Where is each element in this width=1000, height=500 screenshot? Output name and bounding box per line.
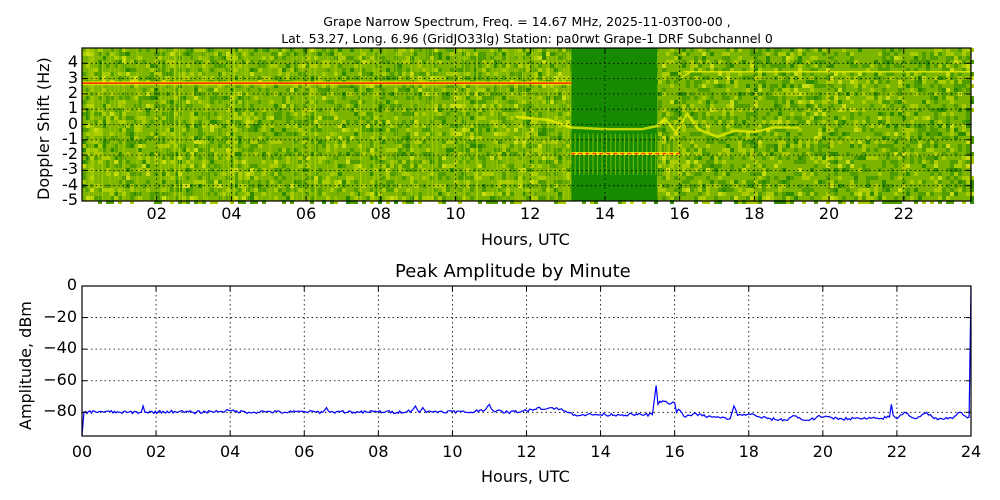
- spectrogram-y-tick: -2: [62, 144, 78, 164]
- spectrogram-panel: 4 3 2 1 0 -1 -2 -3 -4 -5 02 04 06 08 10 12 14 16 18 20 22 D…: [34, 47, 974, 249]
- amplitude-chart-title: Peak Amplitude by Minute: [395, 261, 631, 282]
- figure-title-line-2: Lat. 53.27, Long. 6.96 (GridJO33lg) Stat…: [281, 31, 773, 46]
- amplitude-y-tick: −60: [43, 369, 77, 389]
- figure-title-line-1: Grape Narrow Spectrum, Freq. = 14.67 MHz…: [323, 14, 731, 29]
- spectrogram-x-tick: 06: [295, 204, 317, 223]
- spectrogram-x-tick: 12: [520, 204, 541, 223]
- spectrogram-y-axis-label: Doppler Shift (Hz): [34, 57, 53, 200]
- spectrogram-x-tick: 10: [445, 204, 466, 223]
- spectrogram-x-tick: 08: [370, 204, 391, 223]
- amplitude-x-tick: 06: [294, 442, 315, 461]
- amplitude-x-tick: 22: [886, 442, 908, 461]
- amplitude-y-axis-label: Amplitude, dBm: [16, 301, 35, 430]
- amplitude-x-tick: 12: [516, 442, 537, 461]
- spectrogram-plot: [81, 47, 974, 204]
- amplitude-x-tick: 18: [738, 442, 759, 461]
- amplitude-x-tick: 00: [71, 442, 93, 461]
- spectrogram-x-tick: 18: [744, 204, 765, 223]
- spectrogram-x-tick: 16: [669, 204, 690, 223]
- amplitude-plot: [81, 285, 972, 437]
- amplitude-panel: Peak Amplitude by Minute 0 −20 −40 −60 −80 0…: [0, 250, 1000, 500]
- spectrogram-y-tick: -1: [62, 128, 78, 148]
- amplitude-x-tick: 08: [368, 442, 389, 461]
- amplitude-y-tick: −80: [43, 401, 77, 421]
- spectrogram-y-tick: 4: [67, 52, 78, 72]
- amplitude-x-tick: 24: [960, 442, 982, 461]
- spectrogram-y-tick: 2: [67, 82, 78, 102]
- spectrogram-x-axis-label: Hours, UTC: [481, 230, 570, 249]
- amplitude-x-axis-label: Hours, UTC: [481, 467, 570, 486]
- amplitude-x-tick: 02: [145, 442, 167, 461]
- spectrogram-y-tick: -3: [62, 159, 78, 179]
- spectrogram-x-tick: 02: [146, 204, 167, 223]
- spectrogram-x-tick: 04: [221, 204, 242, 223]
- spectrogram-y-tick: 0: [67, 113, 78, 133]
- amplitude-y-tick: 0: [66, 275, 77, 294]
- amplitude-x-tick: 04: [219, 442, 241, 461]
- spectrogram-y-tick: 1: [67, 98, 78, 118]
- amplitude-y-tick: −20: [43, 306, 77, 326]
- spectrogram-x-tick: 20: [818, 204, 840, 223]
- amplitude-x-tick: 16: [664, 442, 685, 461]
- spectrogram-y-tick: 3: [67, 67, 78, 87]
- spectrogram-y-tick: -5: [62, 190, 78, 209]
- amplitude-x-tick: 14: [590, 442, 611, 461]
- amplitude-x-tick: 20: [812, 442, 833, 461]
- amplitude-x-tick: 10: [442, 442, 463, 461]
- spectrogram-x-tick: 22: [893, 204, 914, 223]
- spectrogram-y-tick: -4: [62, 174, 78, 194]
- amplitude-y-tick: −40: [43, 338, 77, 358]
- spectrogram-x-tick: 14: [594, 204, 616, 223]
